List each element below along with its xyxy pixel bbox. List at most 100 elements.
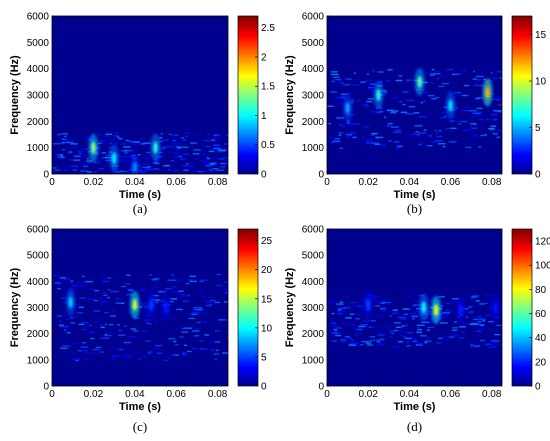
y-tick-label: 2000	[27, 117, 50, 128]
spectral-streak	[346, 124, 354, 126]
spectral-streak	[440, 322, 448, 324]
spectral-streak	[483, 302, 488, 305]
spectral-streak	[476, 111, 483, 114]
spectral-streak	[199, 348, 208, 350]
spectral-streak	[366, 138, 374, 141]
spectral-streak	[401, 324, 408, 327]
spectral-streak	[491, 341, 500, 344]
spectral-streak	[202, 146, 206, 148]
spectral-streak	[170, 298, 178, 300]
spectral-streak	[340, 339, 347, 341]
spectral-streak	[458, 337, 465, 339]
spectral-streak	[398, 75, 403, 77]
spectral-streak	[418, 143, 422, 146]
spectral-streak	[463, 129, 471, 131]
spectral-streak	[420, 101, 424, 104]
y-tick-label: 3000	[302, 303, 325, 314]
spectral-streak	[490, 72, 493, 74]
spectral-streak	[369, 141, 374, 144]
spectral-streak	[450, 127, 457, 130]
spectral-streak	[482, 78, 486, 81]
spectral-streak	[119, 313, 122, 316]
spectral-streak	[192, 158, 200, 161]
spectral-streak	[400, 318, 407, 320]
spectral-streak	[72, 159, 81, 161]
spectral-streak	[213, 134, 216, 136]
spectral-streak	[172, 354, 179, 356]
spectral-streak	[442, 312, 451, 314]
spectral-streak	[218, 319, 226, 321]
spectral-streak	[211, 349, 215, 351]
spectral-streak	[223, 281, 228, 283]
spectral-streak	[352, 136, 357, 139]
spectral-streak	[477, 316, 482, 318]
spectral-streak	[421, 321, 430, 324]
spectral-streak	[399, 330, 406, 333]
spectral-streak	[497, 129, 502, 132]
spectral-streak	[344, 335, 351, 338]
spectral-streak	[209, 304, 213, 306]
spectral-streak	[56, 315, 63, 317]
spectral-streak	[139, 170, 148, 172]
spectral-streak	[209, 169, 214, 172]
panel-caption: (c)	[133, 419, 147, 434]
spectral-streak	[430, 319, 434, 321]
spectral-streak	[489, 328, 494, 331]
spectral-streak	[412, 300, 420, 302]
spectral-streak	[98, 159, 104, 161]
spectral-streak	[215, 349, 219, 351]
spectral-streak	[430, 141, 436, 143]
spectral-streak	[339, 147, 344, 150]
spectral-streak	[222, 352, 228, 354]
spectral-streak	[461, 94, 469, 97]
spectral-streak	[424, 340, 432, 342]
spectral-streak	[406, 332, 413, 334]
spectral-streak	[412, 304, 416, 307]
spectral-streak	[145, 315, 151, 317]
y-tick-label: 5000	[27, 251, 50, 262]
spectral-streak	[99, 337, 106, 339]
spectral-streak	[162, 139, 169, 141]
spectrogram-texture	[327, 290, 502, 348]
spectral-streak	[366, 100, 373, 103]
spectral-streak	[496, 136, 500, 139]
spectral-streak	[414, 125, 423, 127]
panel-3: 0 0.02 0.04 0.06 0.08 0 1000 2000 3000 4000 5000 60…	[9, 225, 273, 435]
spectral-streak	[406, 81, 410, 83]
colorbar-tick-label: 10	[261, 323, 273, 334]
spectral-streak	[375, 111, 382, 114]
spectral-streak	[338, 310, 347, 313]
y-tick-label: 5000	[302, 251, 325, 262]
spectral-streak	[440, 111, 445, 114]
spectral-streak	[161, 148, 166, 150]
spectral-streak	[496, 96, 502, 99]
spectral-streak	[402, 103, 406, 106]
spectral-streak	[105, 159, 113, 162]
spectral-streak	[208, 168, 213, 171]
spectral-streak	[65, 141, 71, 144]
x-tick-label: 0.02	[358, 177, 378, 188]
spectral-streak	[393, 141, 400, 143]
spectral-streak	[75, 359, 79, 362]
spectral-streak	[336, 103, 343, 105]
spectral-streak	[164, 288, 173, 290]
spectral-streak	[387, 69, 393, 71]
spectral-streak	[380, 143, 386, 146]
spectral-streak	[86, 171, 92, 173]
spectral-streak	[442, 316, 446, 318]
spectral-streak	[87, 298, 96, 300]
spectral-streak	[78, 285, 85, 287]
spectral-streak	[199, 291, 204, 293]
spectral-streak	[119, 170, 124, 173]
spectral-streak	[74, 168, 78, 171]
spectral-streak	[179, 336, 185, 338]
spectral-streak	[129, 140, 138, 143]
spectral-streak	[371, 326, 377, 328]
spectral-streak	[211, 139, 216, 141]
spectral-streak	[437, 143, 446, 145]
spectral-streak	[147, 352, 152, 354]
spectral-streak	[470, 344, 474, 346]
x-tick-label: 0.04	[125, 177, 145, 188]
spectral-streak	[394, 309, 399, 311]
spectral-streak	[104, 334, 108, 336]
